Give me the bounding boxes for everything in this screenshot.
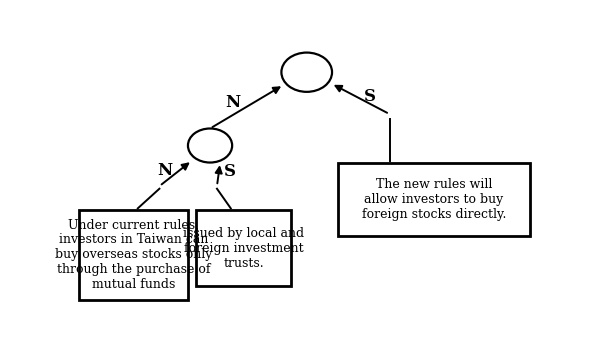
Text: The new rules will
allow investors to buy
foreign stocks directly.: The new rules will allow investors to bu… [362,178,506,221]
Text: S: S [364,88,376,105]
Text: Under current rules,
investors in Taiwan can
buy overseas stocks only
through th: Under current rules, investors in Taiwan… [55,218,212,291]
Text: issued by local and
foreign investment
trusts.: issued by local and foreign investment t… [183,226,304,270]
Text: N: N [226,94,241,111]
Text: S: S [223,163,235,180]
FancyBboxPatch shape [79,210,188,300]
FancyBboxPatch shape [337,163,530,236]
Text: N: N [157,162,172,178]
FancyBboxPatch shape [196,210,290,286]
